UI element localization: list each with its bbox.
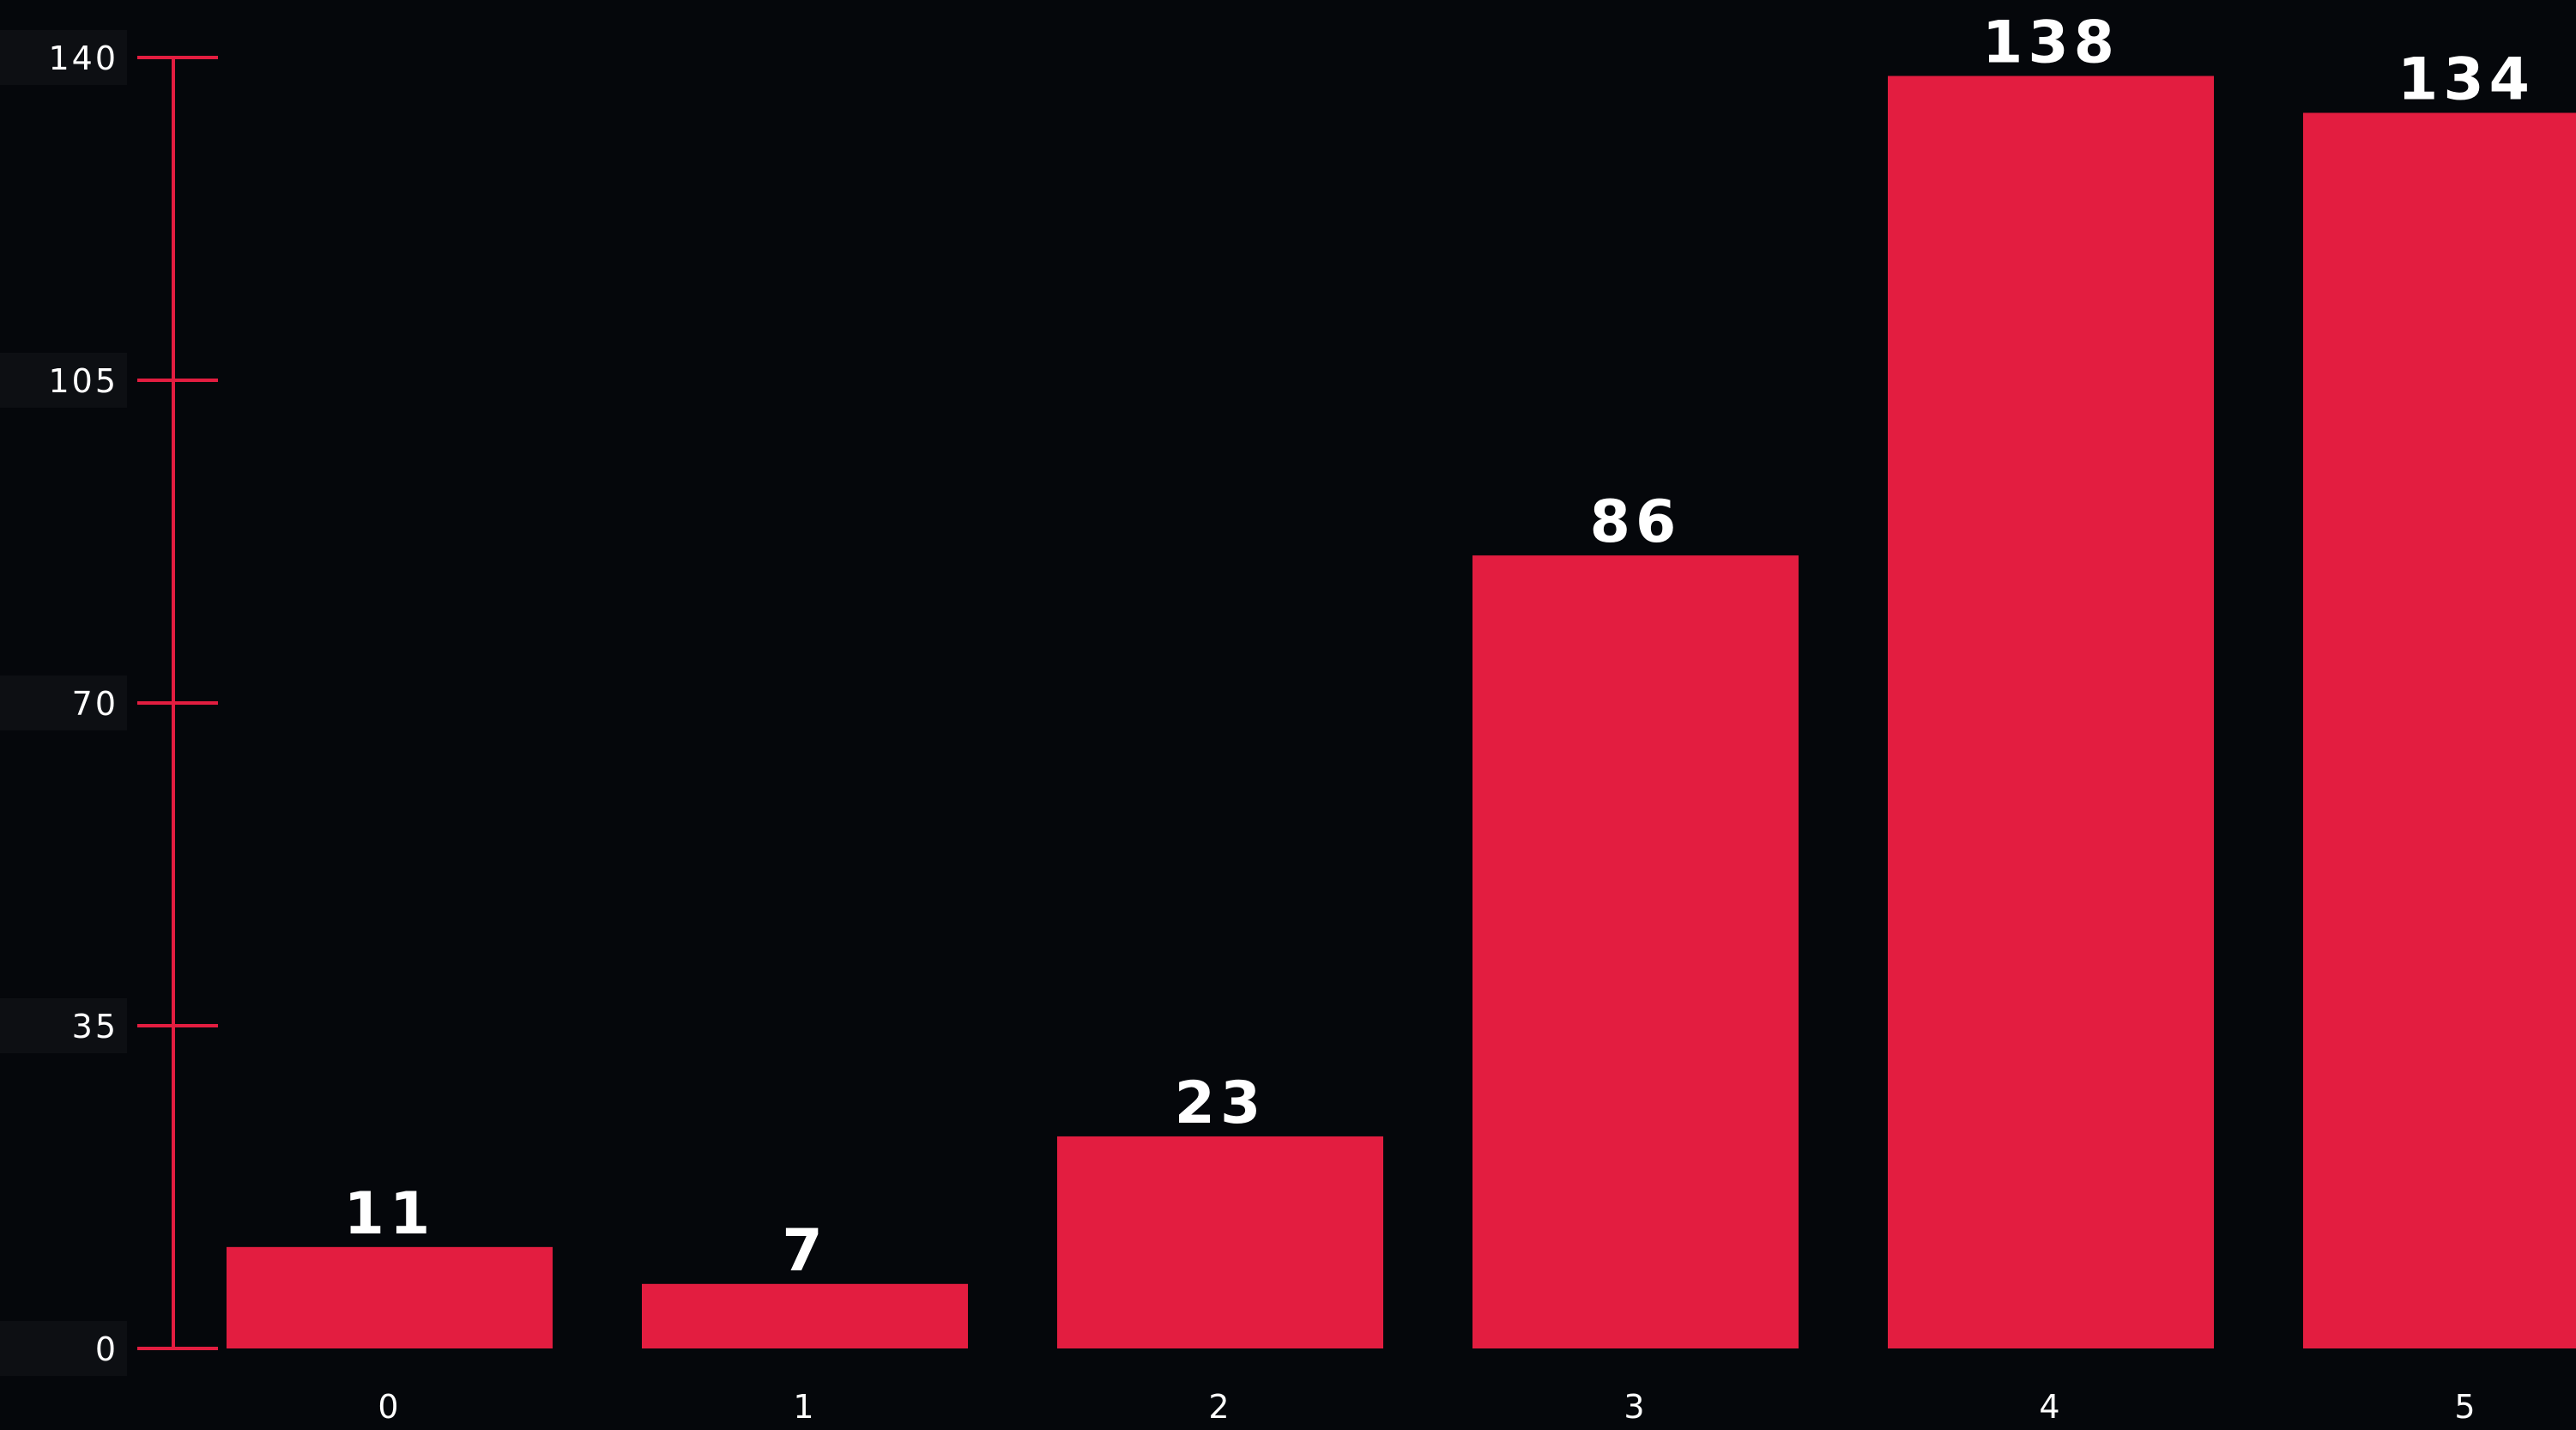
data-labels: 11 7 23 86 138 134	[344, 9, 2535, 1285]
y-tick-label: 35	[72, 1008, 118, 1045]
x-axis-labels: 0 1 2 3 4 5	[378, 1388, 2477, 1426]
data-label-1: 7	[782, 1217, 827, 1285]
x-tick-label: 5	[2454, 1388, 2477, 1426]
y-tick-label: 70	[72, 685, 118, 723]
data-label-3: 86	[1590, 488, 1682, 556]
x-tick-label: 0	[378, 1388, 401, 1426]
y-tick-label: 140	[48, 39, 118, 77]
bar-2	[1057, 1136, 1383, 1348]
bar-5	[2303, 112, 2576, 1348]
y-tick-label-bg	[0, 998, 127, 1053]
data-label-5: 134	[2398, 45, 2535, 113]
y-tick-label: 105	[48, 362, 118, 400]
x-tick-label: 3	[1624, 1388, 1647, 1426]
y-tick-label: 0	[95, 1330, 118, 1368]
bar-1	[642, 1283, 968, 1348]
bar-4	[1888, 76, 2214, 1348]
data-label-2: 23	[1175, 1069, 1267, 1137]
x-tick-label: 4	[2039, 1388, 2062, 1426]
bar-3	[1472, 555, 1799, 1348]
data-label-0: 11	[344, 1180, 436, 1248]
y-tick-label-bg	[0, 30, 127, 85]
y-tick-label-bg	[0, 353, 127, 408]
y-tick-label-bg	[0, 1321, 127, 1376]
x-tick-label: 1	[793, 1388, 816, 1426]
bar-0	[227, 1246, 553, 1348]
bars	[227, 76, 2576, 1348]
y-axis: 0 35 70 105 140	[0, 30, 218, 1376]
data-label-4: 138	[1982, 9, 2119, 76]
x-tick-label: 2	[1208, 1388, 1231, 1426]
y-tick-label-bg	[0, 676, 127, 730]
